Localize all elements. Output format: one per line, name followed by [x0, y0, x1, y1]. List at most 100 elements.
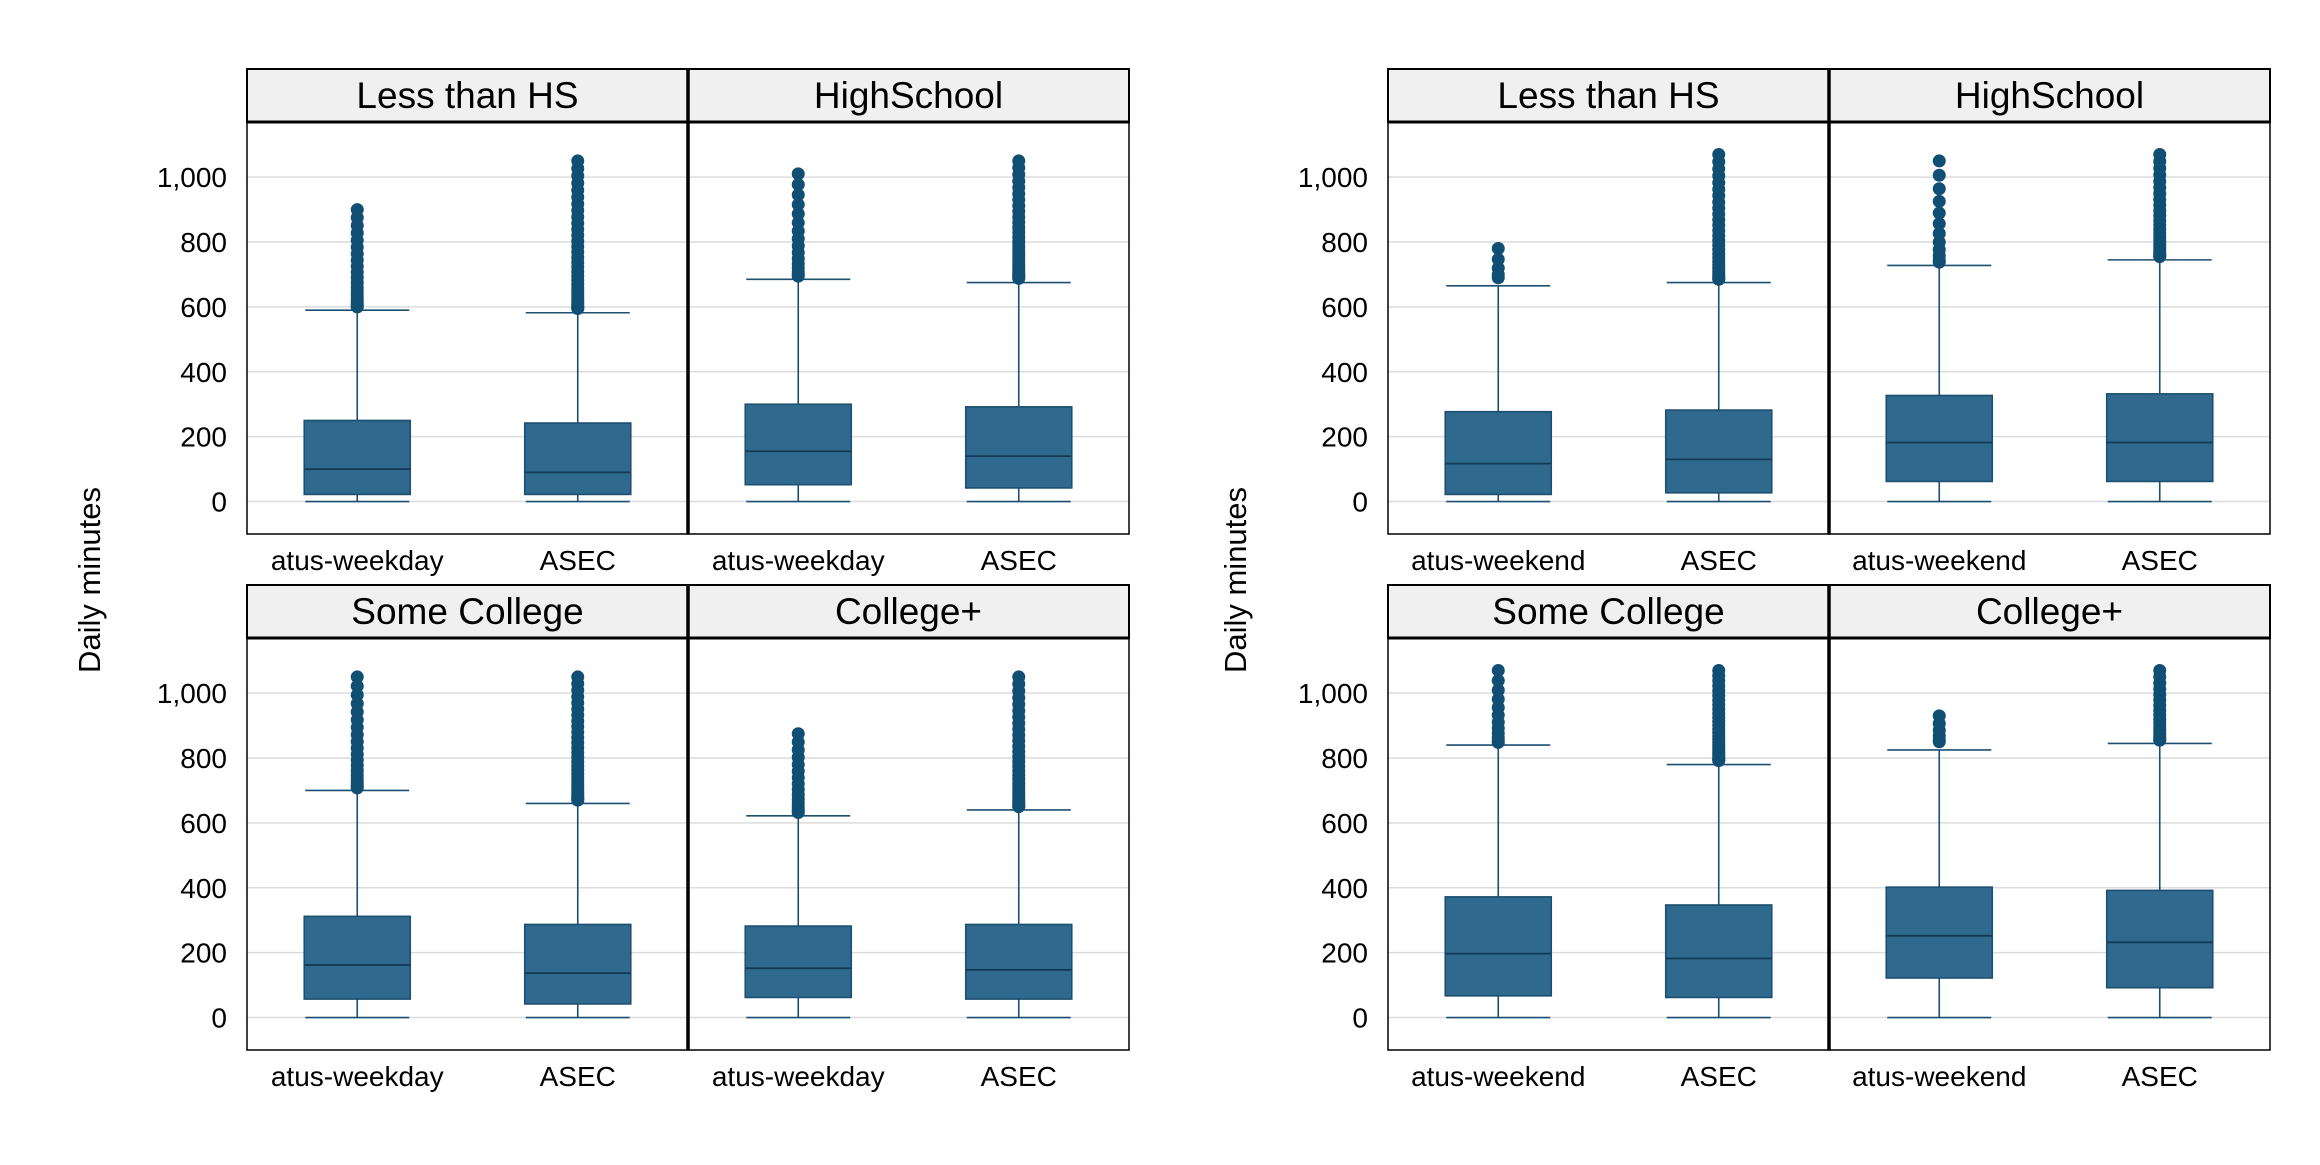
outlier-point [791, 178, 805, 192]
y-axis-label: Daily minutes [1218, 487, 1253, 673]
y-tick-label: 600 [1321, 292, 1368, 323]
panel-strip [687, 584, 1130, 639]
iqr-box [964, 406, 1073, 489]
x-category-label: atus-weekday [271, 545, 444, 576]
y-tick-label: 1,000 [157, 162, 227, 193]
box-2 [964, 670, 1073, 1019]
figure-2: Daily minutes 0 200 400 600 800 1,000 Less than… [1218, 68, 2271, 1092]
outlier-point [1712, 147, 1726, 161]
box-2 [1664, 147, 1773, 503]
y-tick-label: 400 [180, 873, 227, 904]
x-category-label: ASEC [981, 1061, 1057, 1092]
outlier-point [1491, 683, 1505, 697]
panel-title: Some College [351, 591, 583, 632]
iqr-box [303, 419, 412, 496]
iqr-box [303, 915, 412, 1000]
outlier-point [350, 203, 364, 217]
y-tick-label: 600 [1321, 808, 1368, 839]
box-2 [523, 154, 632, 503]
panel-1: 0 200 400 600 800 1,000 Less than HS atus-weekd… [157, 68, 689, 576]
outlier-point [1932, 206, 1946, 220]
outlier-point [1932, 217, 1946, 231]
outlier-point [571, 154, 585, 168]
box-1 [1885, 709, 1994, 1019]
panel-title: Some College [1492, 591, 1724, 632]
outlier-point [1491, 242, 1505, 256]
y-tick-label: 400 [180, 357, 227, 388]
y-tick-label: 200 [1321, 422, 1368, 453]
outlier-point [1491, 663, 1505, 677]
iqr-box [964, 923, 1073, 1000]
iqr-box [1885, 394, 1994, 483]
outlier-point [1932, 226, 1946, 240]
iqr-box [2105, 889, 2214, 989]
panel-strip [1387, 584, 1830, 639]
iqr-box [1444, 410, 1553, 496]
outlier-point [1932, 194, 1946, 208]
outlier-point [1012, 154, 1026, 168]
y-tick-label: 800 [180, 227, 227, 258]
panel-strip [1828, 584, 2271, 639]
panel-title: HighSchool [1955, 75, 2144, 116]
panel-4: College+ atus-weekend ASEC [1828, 584, 2271, 1092]
iqr-box [1664, 409, 1773, 494]
box-1 [303, 203, 412, 503]
outlier-point [2153, 147, 2167, 161]
outlier-point [2153, 663, 2167, 677]
iqr-box [1444, 896, 1553, 997]
panel-title: Less than HS [1497, 75, 1719, 116]
box-1 [744, 167, 853, 503]
y-tick-label: 1,000 [1298, 678, 1368, 709]
panel-title: Less than HS [356, 75, 578, 116]
y-tick-label: 800 [180, 743, 227, 774]
panel-1: 0 200 400 600 800 1,000 Less than HS atus-weeke… [1298, 68, 1830, 576]
outlier-point [1012, 670, 1026, 684]
y-tick-label: 600 [180, 808, 227, 839]
panel-strip [687, 68, 1130, 123]
y-tick-label: 1,000 [1298, 162, 1368, 193]
box-1 [303, 670, 412, 1019]
panel-4: College+ atus-weekday ASEC [687, 584, 1130, 1092]
box-2 [1664, 663, 1773, 1019]
panel-title: College+ [835, 591, 982, 632]
x-category-label: ASEC [540, 545, 616, 576]
iqr-box [1885, 886, 1994, 979]
outlier-point [1932, 154, 1946, 168]
box-1 [1444, 663, 1553, 1019]
outlier-point [1932, 709, 1946, 723]
y-tick-label: 600 [180, 292, 227, 323]
x-category-label: atus-weekend [1852, 1061, 2026, 1092]
x-category-label: atus-weekday [712, 1061, 885, 1092]
outlier-point [1932, 182, 1946, 196]
outlier-point [791, 727, 805, 741]
outlier-point [791, 167, 805, 181]
panel-title: College+ [1976, 591, 2123, 632]
x-category-label: ASEC [1681, 1061, 1757, 1092]
y-tick-label: 800 [1321, 743, 1368, 774]
figure-1: Daily minutes 0 200 400 600 800 1,000 Less than… [72, 68, 1130, 1092]
box-2 [2105, 147, 2214, 503]
y-tick-label: 1,000 [157, 678, 227, 709]
outlier-point [350, 670, 364, 684]
y-tick-label: 200 [180, 938, 227, 969]
box-2 [2105, 663, 2214, 1019]
x-category-label: ASEC [981, 545, 1057, 576]
panel-strip [1387, 68, 1830, 123]
box-1 [744, 727, 853, 1019]
x-category-label: ASEC [2122, 1061, 2198, 1092]
iqr-box [523, 923, 632, 1005]
y-tick-label: 0 [211, 1003, 227, 1034]
x-category-label: atus-weekday [712, 545, 885, 576]
outlier-point [791, 198, 805, 212]
box-2 [523, 670, 632, 1019]
box-1 [1885, 154, 1994, 503]
outlier-point [571, 670, 585, 684]
outlier-point [1491, 674, 1505, 688]
y-tick-label: 400 [1321, 357, 1368, 388]
outlier-point [791, 188, 805, 202]
panel-2: HighSchool atus-weekend ASEC [1828, 68, 2271, 576]
y-tick-label: 800 [1321, 227, 1368, 258]
x-category-label: atus-weekend [1411, 1061, 1585, 1092]
